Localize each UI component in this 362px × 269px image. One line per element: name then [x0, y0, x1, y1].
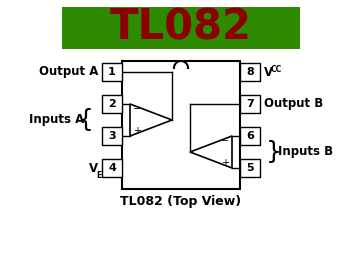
- Bar: [240, 95, 260, 113]
- Bar: [62, 7, 300, 49]
- Text: +: +: [133, 126, 141, 136]
- Bar: [102, 127, 122, 145]
- Text: Inputs A: Inputs A: [29, 114, 84, 126]
- Bar: [102, 159, 122, 177]
- Bar: [102, 63, 122, 81]
- Text: 6: 6: [246, 131, 254, 141]
- Text: EE: EE: [96, 172, 106, 180]
- Text: 2: 2: [108, 99, 116, 109]
- Bar: [122, 61, 240, 189]
- Bar: [240, 159, 260, 177]
- Bar: [102, 95, 122, 113]
- Text: {: {: [78, 108, 94, 132]
- Text: 1: 1: [108, 67, 116, 77]
- Polygon shape: [174, 61, 188, 68]
- Text: 4: 4: [108, 163, 116, 173]
- Text: 3: 3: [108, 131, 116, 141]
- Bar: [240, 63, 260, 81]
- Text: TL082 (Top View): TL082 (Top View): [121, 194, 241, 207]
- Bar: [240, 127, 260, 145]
- Text: +: +: [221, 158, 229, 168]
- Text: }: }: [266, 140, 282, 164]
- Text: V: V: [264, 65, 273, 79]
- Text: 7: 7: [246, 99, 254, 109]
- Text: 8: 8: [246, 67, 254, 77]
- Text: CC: CC: [271, 65, 282, 73]
- Text: Output B: Output B: [264, 97, 323, 111]
- Text: Output A: Output A: [39, 65, 98, 79]
- Text: −: −: [221, 136, 229, 146]
- Text: Inputs B: Inputs B: [278, 146, 333, 158]
- Text: TL082: TL082: [110, 7, 252, 49]
- Text: 5: 5: [246, 163, 254, 173]
- Text: −: −: [133, 104, 141, 114]
- Text: V: V: [89, 161, 98, 175]
